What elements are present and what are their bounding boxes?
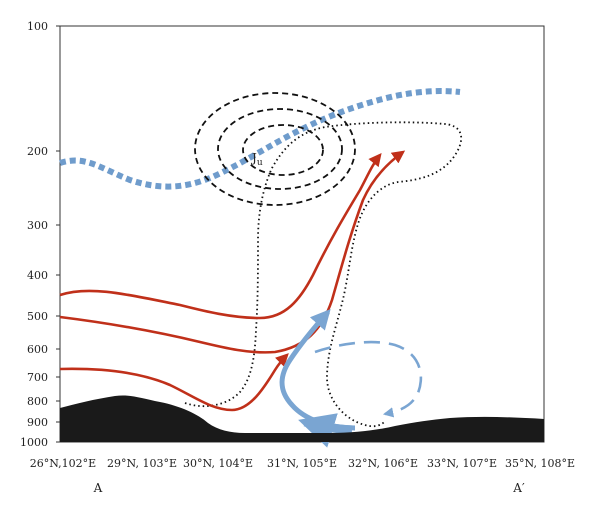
red-flow-lines (59, 150, 406, 412)
blue-arrows (279, 309, 423, 448)
jet-core-line (59, 88, 461, 190)
jet-label-letter: J (250, 151, 257, 165)
y-tick-1000: 1000 (20, 436, 48, 449)
y-axis-labels: 100 200 300 400 500 600 700 800 900 1000 (20, 20, 48, 449)
blue-ascending-arrow (279, 309, 356, 431)
blue-low-level-arrow (298, 413, 353, 448)
dotted-contour (184, 121, 462, 428)
terrain-silhouette (60, 395, 544, 442)
x-tick-31n-105e: 31°N, 105°E (267, 457, 337, 470)
y-axis-tick-marks (56, 25, 60, 443)
y-tick-300: 300 (27, 219, 48, 232)
x-tick-32n-106e: 32°N, 106°E (348, 457, 418, 470)
red-flow-line-upper (59, 152, 382, 320)
y-tick-800: 800 (27, 395, 48, 408)
jet-contour-outer (194, 92, 356, 206)
jet-contour-inner (242, 124, 324, 176)
section-end-label: A′ (512, 481, 525, 495)
x-tick-35n-108e: 35°N, 108°E (505, 457, 575, 470)
jet-label: Ju (250, 151, 263, 168)
plot-frame (59, 25, 545, 443)
x-tick-29n-103e: 29°N, 103°E (107, 457, 177, 470)
y-tick-400: 400 (27, 269, 48, 282)
x-tick-33n-107e: 33°N, 107°E (427, 457, 497, 470)
y-tick-600: 600 (27, 343, 48, 356)
jet-label-subscript: u (257, 158, 263, 168)
blue-dashed-circulation-arrow (314, 340, 423, 418)
y-tick-500: 500 (27, 310, 48, 323)
x-axis-labels: 26°N,102°E 29°N, 103°E 30°N, 104°E 31°N,… (30, 457, 575, 470)
y-tick-200: 200 (27, 145, 48, 158)
y-tick-900: 900 (27, 416, 48, 429)
x-tick-30n-104e: 30°N, 104°E (183, 457, 253, 470)
jet-contours (194, 92, 356, 206)
section-start-label: A (93, 481, 103, 495)
jet-contour-middle (217, 108, 343, 190)
y-tick-700: 700 (27, 371, 48, 384)
y-tick-100: 100 (27, 20, 48, 33)
x-tick-26n-102e: 26°N,102°E (30, 457, 96, 470)
red-flow-line-lower (59, 353, 289, 412)
